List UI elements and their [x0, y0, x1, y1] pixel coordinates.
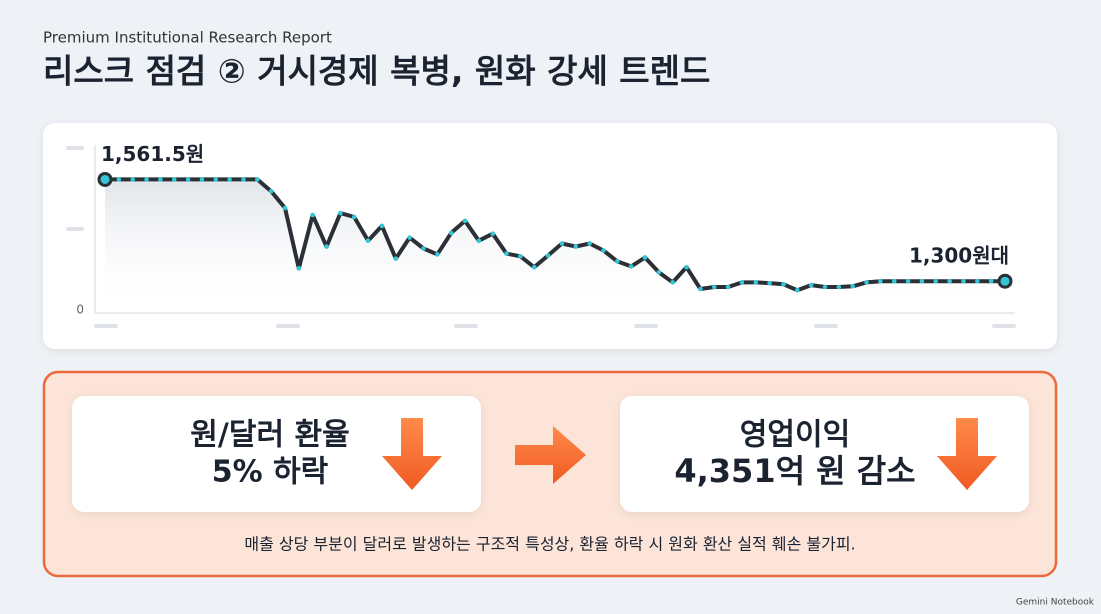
blurred-tick	[66, 227, 84, 231]
marker	[961, 278, 966, 284]
marker	[947, 278, 952, 284]
marker	[116, 177, 122, 182]
marker	[933, 278, 939, 284]
blurred-tick	[276, 324, 300, 328]
marker	[767, 280, 772, 286]
marker	[171, 177, 177, 182]
marker	[836, 284, 842, 290]
marker	[158, 177, 163, 182]
marker	[448, 230, 454, 236]
marker	[282, 205, 288, 211]
impact-value: 5% 하락	[212, 455, 329, 490]
marker	[781, 282, 786, 287]
marker	[421, 246, 426, 251]
impact-value: 4,351억 원 감소	[674, 452, 915, 490]
marker	[393, 256, 399, 261]
marker	[296, 266, 302, 271]
marker	[227, 177, 232, 182]
marker	[725, 284, 731, 290]
area	[105, 179, 1005, 312]
marker	[462, 218, 468, 224]
marker	[864, 280, 869, 285]
blurred-tick	[94, 324, 118, 328]
baseline-label: 0	[76, 303, 84, 317]
marker	[504, 251, 509, 256]
end-marker	[97, 171, 113, 187]
impact-note: 매출 상당 부분이 달러로 발생하는 구조적 특성상, 환율 하락 시 원화 환…	[244, 535, 855, 554]
marker	[642, 255, 648, 260]
marker	[698, 286, 703, 292]
marker	[407, 235, 412, 240]
blurred-tick	[814, 324, 838, 328]
marker	[213, 177, 219, 182]
marker	[656, 269, 662, 275]
marker	[670, 280, 675, 285]
marker	[795, 287, 800, 293]
marker	[905, 278, 911, 284]
marker	[711, 284, 717, 290]
marker	[822, 284, 828, 290]
blurred-tick	[454, 324, 478, 328]
marker	[476, 238, 482, 244]
marker	[739, 280, 745, 285]
blurred-tick	[992, 324, 1016, 328]
marker	[185, 177, 191, 182]
marker	[351, 214, 357, 220]
marker	[338, 210, 343, 216]
blurred-tick	[634, 324, 658, 328]
marker	[199, 177, 205, 182]
marker	[268, 189, 274, 194]
marker	[531, 264, 537, 270]
data-label: 1,561.5원	[101, 142, 204, 166]
line	[105, 177, 1005, 293]
down-arrow	[937, 418, 997, 490]
impact-card	[72, 396, 481, 512]
blurred-tick	[66, 146, 84, 150]
marker	[808, 282, 814, 288]
impact-label: 영업이익	[740, 418, 850, 453]
marker	[975, 278, 980, 284]
marker	[490, 231, 495, 237]
footer-brand: Gemini Notebook	[1016, 598, 1095, 608]
marker	[878, 278, 883, 284]
marker	[130, 177, 135, 182]
marker	[310, 212, 315, 218]
marker	[435, 252, 440, 257]
marker	[615, 259, 620, 264]
marker	[545, 253, 551, 258]
end-marker	[997, 273, 1013, 289]
marker	[255, 177, 260, 182]
impact-card	[620, 396, 1029, 512]
down-arrow	[382, 418, 442, 490]
marker	[850, 283, 855, 289]
plot: 0 1,561.5원 1,300원대	[66, 142, 1016, 328]
marker	[988, 278, 994, 284]
marker	[919, 278, 925, 284]
marker	[518, 253, 523, 259]
right-arrow	[515, 426, 586, 484]
marker	[628, 264, 634, 269]
marker	[587, 241, 592, 246]
marker	[324, 244, 329, 249]
marker	[753, 280, 759, 285]
subtitle: Premium Institutional Research Report	[43, 29, 332, 47]
marker	[684, 264, 689, 270]
marker	[601, 248, 606, 253]
marker	[891, 278, 897, 284]
data-label: 1,300원대	[909, 244, 1009, 268]
impact-label: 원/달러 환율	[190, 418, 349, 453]
marker	[241, 177, 246, 182]
marker	[559, 241, 565, 246]
marker	[144, 177, 149, 182]
title: 리스크 점검 ② 거시경제 복병, 원화 강세 트렌드	[43, 52, 710, 91]
marker	[379, 223, 385, 229]
marker	[573, 244, 579, 249]
marker	[365, 238, 371, 244]
